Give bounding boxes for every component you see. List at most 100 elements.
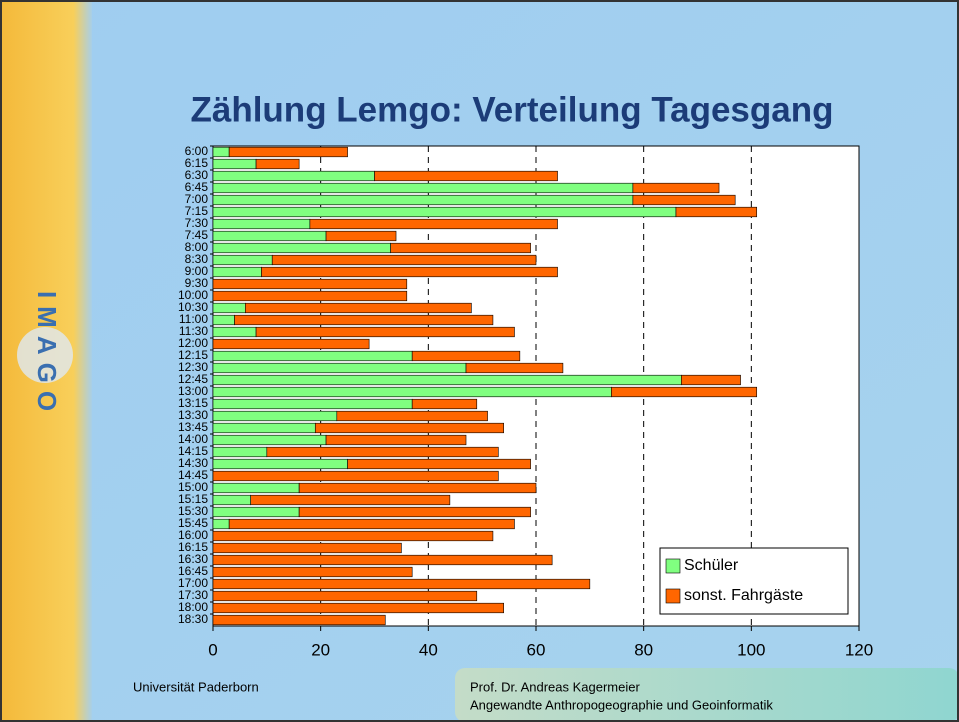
- bar-segment: [374, 170, 558, 182]
- bar-segment: [314, 422, 504, 434]
- bar-segment: [212, 566, 413, 578]
- logo-disc: [17, 327, 73, 383]
- bar-segment: [261, 266, 558, 278]
- y-tick-label: 15:45: [178, 516, 208, 530]
- bar-segment: [212, 506, 300, 518]
- bar-segment: [212, 314, 235, 326]
- legend-swatch: [665, 558, 681, 574]
- x-tick-label: 120: [845, 640, 873, 659]
- bar-segment: [212, 374, 682, 386]
- y-tick-label: 13:15: [178, 396, 208, 410]
- bar-segment: [212, 398, 413, 410]
- footer-right: Angewandte Anthropogeographie und Geoinf…: [470, 697, 773, 712]
- y-tick-label: 17:00: [178, 576, 208, 590]
- y-tick-label: 6:00: [185, 144, 209, 158]
- y-tick-label: 10:30: [178, 300, 208, 314]
- bar-segment: [212, 434, 327, 446]
- bar-segment: [234, 314, 494, 326]
- y-tick-label: 14:15: [178, 444, 208, 458]
- y-tick-label: 10:00: [178, 288, 208, 302]
- x-tick-label: 40: [419, 640, 438, 659]
- bar-segment: [212, 194, 634, 206]
- y-tick-label: 7:45: [185, 228, 209, 242]
- bar-segment: [632, 194, 736, 206]
- bar-segment: [212, 326, 257, 338]
- y-tick-label: 6:30: [185, 168, 209, 182]
- x-tick-label: 0: [208, 640, 217, 659]
- bar-segment: [212, 266, 262, 278]
- y-tick-label: 18:00: [178, 600, 208, 614]
- legend-box: [659, 547, 849, 615]
- bar-segment: [212, 422, 316, 434]
- bar-segment: [255, 326, 515, 338]
- bar-segment: [228, 146, 348, 158]
- bar-segment: [212, 578, 591, 590]
- bar-segment: [212, 542, 402, 554]
- bar-segment: [212, 158, 257, 170]
- y-tick-label: 13:45: [178, 420, 208, 434]
- bar-segment: [212, 602, 505, 614]
- legend-swatch: [665, 588, 681, 604]
- bar-segment: [245, 302, 472, 314]
- bar-segment: [632, 182, 720, 194]
- bar-segment: [228, 518, 515, 530]
- bar-segment: [271, 254, 537, 266]
- footer-left: Universität Paderborn: [133, 679, 259, 694]
- y-tick-label: 14:30: [178, 456, 208, 470]
- bar-segment: [212, 338, 370, 350]
- y-tick-label: 12:00: [178, 336, 208, 350]
- bar-segment: [250, 494, 451, 506]
- legend-label: Schüler: [684, 557, 739, 574]
- y-tick-label: 9:00: [185, 264, 209, 278]
- bar-segment: [298, 506, 531, 518]
- y-tick-label: 7:30: [185, 216, 209, 230]
- y-tick-label: 16:45: [178, 564, 208, 578]
- y-tick-label: 16:15: [178, 540, 208, 554]
- bar-segment: [266, 446, 499, 458]
- x-tick-label: 60: [527, 640, 546, 659]
- bar-segment: [255, 158, 300, 170]
- bar-segment: [212, 590, 478, 602]
- y-tick-label: 16:00: [178, 528, 208, 542]
- y-tick-label: 17:30: [178, 588, 208, 602]
- bar-segment: [212, 350, 413, 362]
- bar-segment: [212, 386, 612, 398]
- legend-label: sonst. Fahrgäste: [684, 587, 803, 604]
- bar-segment: [298, 482, 537, 494]
- bar-segment: [325, 230, 397, 242]
- bar-segment: [390, 242, 531, 254]
- bar-segment: [212, 254, 273, 266]
- y-tick-label: 15:30: [178, 504, 208, 518]
- chart-title: Zählung Lemgo: Verteilung Tagesgang: [190, 90, 833, 129]
- y-tick-label: 16:30: [178, 552, 208, 566]
- y-tick-label: 12:45: [178, 372, 208, 386]
- y-tick-label: 7:15: [185, 204, 209, 218]
- bar-segment: [212, 362, 467, 374]
- bar-segment: [212, 530, 494, 542]
- bar-segment: [212, 170, 375, 182]
- y-tick-label: 13:00: [178, 384, 208, 398]
- bar-segment: [465, 362, 564, 374]
- bar-segment: [212, 470, 499, 482]
- bar-segment: [212, 458, 348, 470]
- bar-segment: [675, 206, 758, 218]
- footer-right: Prof. Dr. Andreas Kagermeier: [470, 679, 640, 694]
- bar-segment: [212, 206, 677, 218]
- y-tick-label: 15:00: [178, 480, 208, 494]
- bar-segment: [681, 374, 741, 386]
- plot: 0 20 40 60 80 100 1206:006:156:306:457:007:157…: [178, 144, 873, 659]
- bar-segment: [325, 434, 467, 446]
- bar-segment: [611, 386, 758, 398]
- y-tick-label: 14:00: [178, 432, 208, 446]
- logo: IMAGO: [32, 291, 62, 419]
- y-tick-label: 18:30: [178, 612, 208, 626]
- x-tick-label: 100: [737, 640, 765, 659]
- y-tick-label: 6:15: [185, 156, 209, 170]
- y-tick-label: 13:30: [178, 408, 208, 422]
- bar-segment: [336, 410, 488, 422]
- bar-segment: [212, 230, 327, 242]
- bar-segment: [212, 482, 300, 494]
